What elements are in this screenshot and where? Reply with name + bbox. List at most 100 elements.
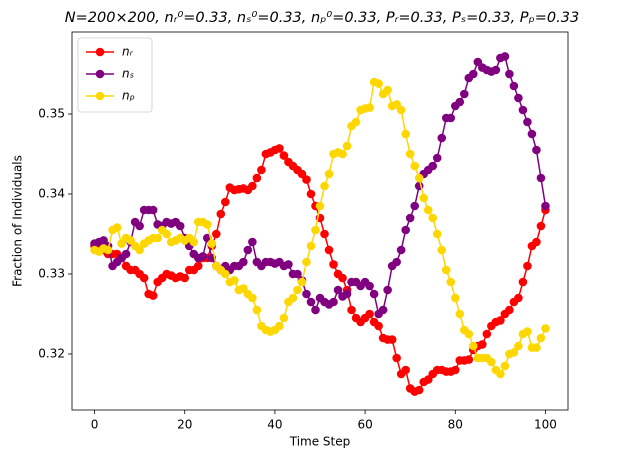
data-point (121, 249, 131, 259)
data-point (293, 285, 302, 295)
data-point (221, 197, 230, 207)
data-point (216, 209, 226, 219)
data-point (279, 151, 289, 160)
data-point (414, 173, 424, 183)
data-point (311, 305, 320, 315)
data-point (518, 277, 528, 287)
data-point (211, 229, 221, 239)
data-point (532, 343, 541, 352)
data-point (320, 229, 329, 239)
data-point (514, 341, 523, 351)
data-point (455, 97, 465, 107)
data-point (536, 173, 546, 183)
data-point (523, 261, 532, 271)
data-point (405, 149, 415, 159)
data-point (365, 103, 374, 112)
data-point (378, 305, 388, 315)
data-point (315, 201, 325, 211)
data-point (464, 355, 474, 364)
data-point (446, 277, 456, 287)
data-point (450, 365, 460, 375)
data-point (419, 193, 429, 203)
data-point (275, 321, 284, 331)
y-tick-label: 0.35 (38, 107, 65, 121)
data-point (423, 205, 433, 215)
data-point (527, 129, 537, 139)
data-point (536, 221, 546, 231)
data-point (320, 181, 329, 191)
data-point (302, 175, 311, 184)
data-point (351, 117, 361, 127)
data-point (441, 265, 451, 275)
data-point (455, 309, 465, 319)
data-point (162, 229, 171, 239)
data-point (401, 129, 410, 139)
data-point (112, 223, 122, 232)
data-point (202, 220, 212, 229)
data-point (329, 260, 338, 269)
data-point (180, 273, 190, 283)
data-point (374, 321, 383, 331)
data-point (248, 181, 257, 191)
data-point (148, 205, 158, 215)
legend-label: nₚ (122, 89, 135, 103)
data-point (523, 327, 532, 336)
data-point (324, 169, 334, 179)
x-tick-label: 20 (177, 418, 192, 432)
data-point (396, 105, 406, 115)
data-point (279, 313, 289, 323)
data-point (496, 369, 505, 379)
data-point (135, 245, 144, 255)
data-point (464, 329, 474, 339)
data-point (221, 269, 230, 279)
data-point (410, 201, 419, 211)
data-point (252, 305, 262, 315)
x-tick-label: 0 (91, 418, 99, 432)
data-point (518, 105, 528, 115)
data-point (405, 213, 415, 223)
chart-title: N=200×200, nᵣ⁰=0.33, nₛ⁰=0.33, nₚ⁰=0.33,… (65, 10, 579, 26)
data-point (469, 69, 478, 79)
y-tick-label: 0.32 (38, 347, 65, 361)
data-point (414, 385, 424, 395)
data-point (509, 81, 519, 91)
data-point (293, 269, 302, 279)
data-point (496, 316, 505, 325)
data-point (306, 189, 316, 199)
legend-marker (95, 69, 105, 79)
legend-label: nᵣ (122, 45, 134, 59)
data-point (523, 117, 532, 127)
data-point (514, 293, 523, 303)
data-point (135, 221, 144, 231)
data-point (193, 261, 203, 271)
plot-frame (71, 31, 569, 411)
data-point (387, 335, 397, 344)
data-point (446, 113, 456, 123)
data-point (478, 340, 487, 349)
data-point (532, 145, 541, 155)
data-point (536, 333, 546, 343)
data-point (541, 324, 550, 333)
data-point (338, 149, 347, 159)
data-point (329, 297, 338, 307)
y-tick-label: 0.34 (38, 187, 65, 201)
data-point (338, 273, 347, 283)
data-point (500, 52, 510, 61)
data-point (302, 289, 311, 299)
data-point (432, 153, 442, 163)
data-point (505, 69, 514, 79)
data-point (383, 85, 392, 95)
data-point (230, 276, 239, 285)
data-point (392, 257, 401, 267)
data-point (324, 245, 334, 255)
data-point (396, 245, 406, 255)
data-point (306, 241, 316, 251)
data-point (491, 65, 501, 75)
data-point (342, 141, 352, 151)
x-tick-label: 60 (357, 418, 372, 432)
data-point (207, 239, 217, 248)
data-point (248, 237, 257, 247)
data-point (374, 79, 383, 88)
data-point (189, 237, 199, 247)
